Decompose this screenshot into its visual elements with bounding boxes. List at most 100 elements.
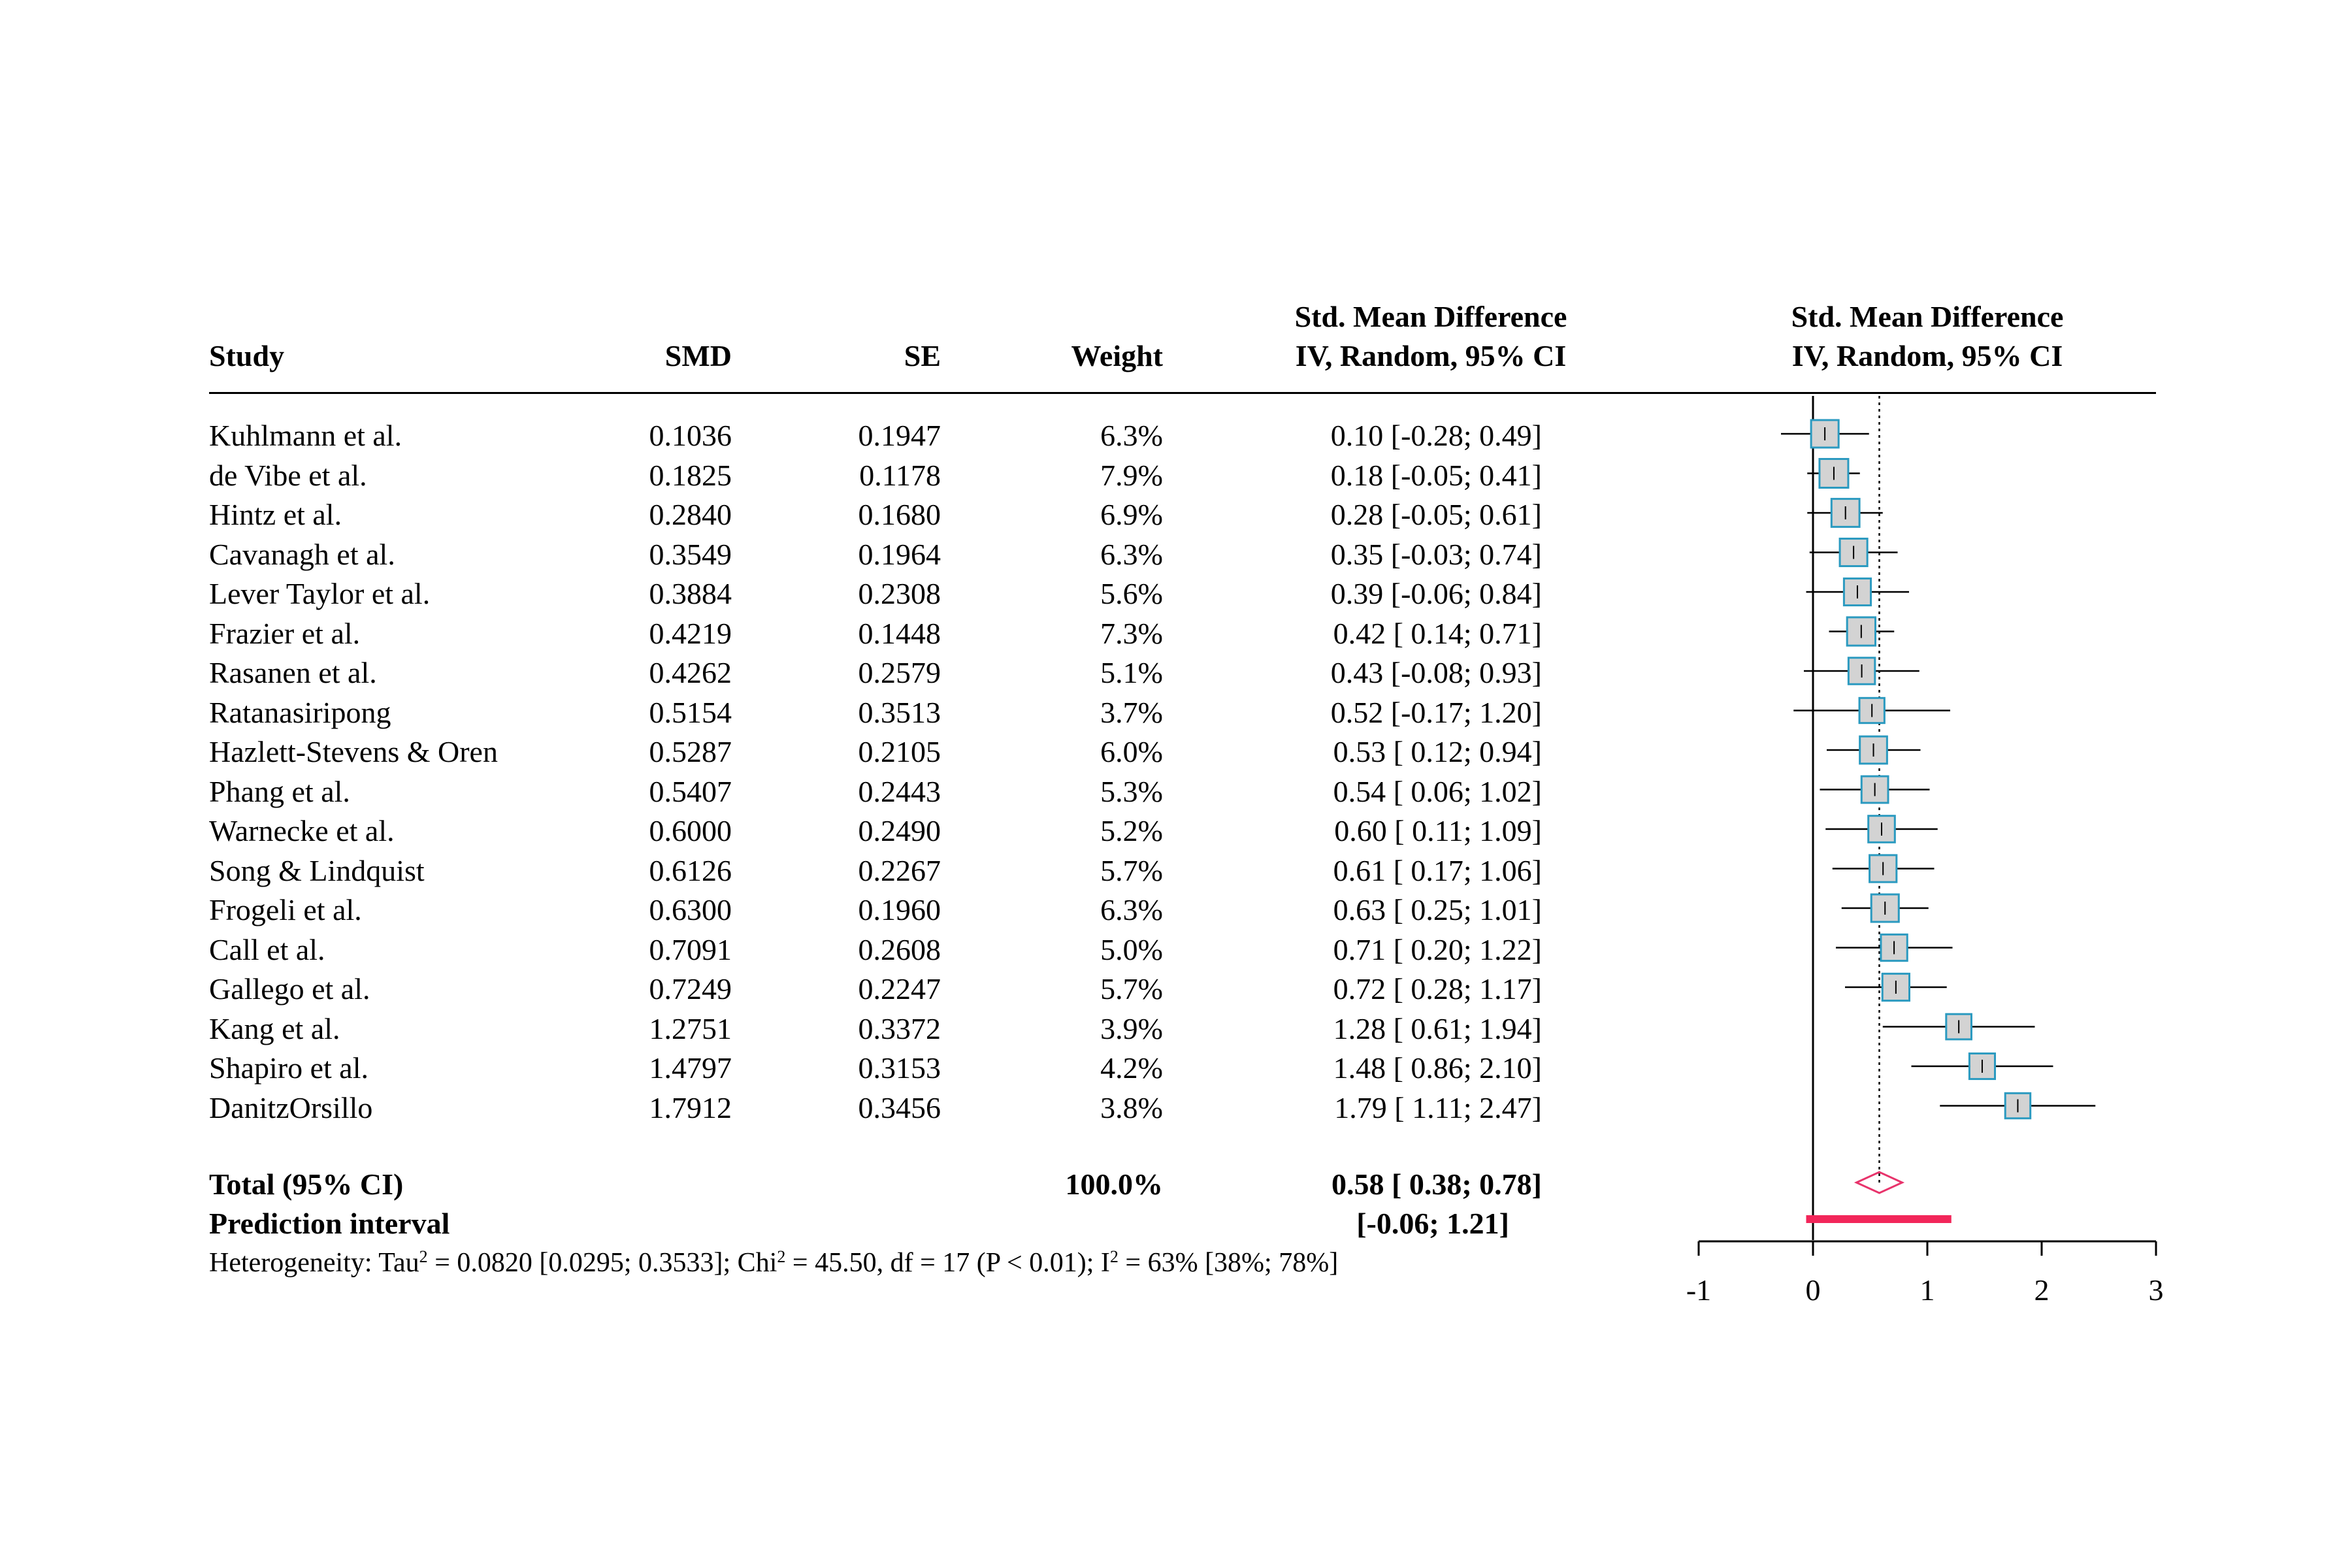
x-axis-tick-label: 3: [2149, 1273, 2164, 1307]
study-name: Kuhlmann et al.: [209, 419, 402, 452]
study-ci: 0.42 [ 0.14; 0.71]: [1333, 616, 1542, 650]
study-name: de Vibe et al.: [209, 458, 367, 492]
study-se: 0.3513: [858, 695, 941, 729]
study-smd: 0.3884: [649, 577, 732, 610]
heterogeneity-sup3: 2: [1109, 1247, 1119, 1266]
header-plot-line2: IV, Random, 95% CI: [1791, 339, 2063, 372]
pooled-diamond: [1854, 1171, 1905, 1194]
study-se: 0.1178: [859, 458, 941, 492]
study-ci: 1.28 [ 0.61; 1.94]: [1333, 1011, 1542, 1045]
study-smd: 0.1036: [649, 419, 732, 452]
study-name: Frogeli et al.: [209, 893, 362, 926]
header-ci-line2: IV, Random, 95% CI: [1295, 339, 1567, 372]
study-smd: 0.4219: [649, 616, 732, 650]
study-smd: 0.6000: [649, 814, 732, 847]
study-weight: 6.9%: [1100, 498, 1163, 531]
study-name: Song & Lindquist: [209, 853, 425, 887]
study-weight: 3.7%: [1100, 695, 1163, 729]
heterogeneity-part2: = 0.0820 [0.0295; 0.3533]; Chi: [427, 1248, 777, 1278]
study-ci: 0.72 [ 0.28; 1.17]: [1333, 972, 1542, 1005]
study-smd: 1.7912: [649, 1090, 732, 1124]
study-name: Call et al.: [209, 932, 325, 966]
header-rule: [209, 392, 2156, 394]
study-weight: 6.0%: [1100, 735, 1163, 768]
study-ci: 0.18 [-0.05; 0.41]: [1330, 458, 1542, 492]
study-ci: 0.63 [ 0.25; 1.01]: [1333, 893, 1542, 926]
header-weight: Weight: [1071, 339, 1163, 372]
prediction-ci: [-0.06; 1.21]: [1356, 1207, 1509, 1240]
study-weight: 5.7%: [1100, 972, 1163, 1005]
study-name: Hazlett-Stevens & Oren: [209, 735, 498, 768]
study-name: Cavanagh et al.: [209, 537, 395, 571]
study-name: Gallego et al.: [209, 972, 370, 1005]
study-smd: 1.2751: [649, 1011, 732, 1045]
study-se: 0.2443: [858, 774, 941, 808]
study-ci: 0.71 [ 0.20; 1.22]: [1333, 932, 1542, 966]
study-se: 0.1964: [858, 537, 941, 571]
study-smd: 0.7249: [649, 972, 732, 1005]
study-se: 0.1947: [858, 419, 941, 452]
total-label: Total (95% CI): [209, 1168, 404, 1201]
study-ci: 0.43 [-0.08; 0.93]: [1330, 656, 1542, 689]
header-se: SE: [904, 339, 941, 372]
study-ci: 0.60 [ 0.11; 1.09]: [1334, 814, 1542, 847]
study-smd: 0.5407: [649, 774, 732, 808]
header-smd: SMD: [664, 339, 732, 372]
study-weight: 6.3%: [1100, 893, 1163, 926]
study-weight: 5.0%: [1100, 932, 1163, 966]
study-ci: 0.52 [-0.17; 1.20]: [1330, 695, 1542, 729]
study-name: Kang et al.: [209, 1011, 340, 1045]
study-name: Hintz et al.: [209, 498, 342, 531]
study-ci: 0.10 [-0.28; 0.49]: [1330, 419, 1542, 452]
study-ci: 0.61 [ 0.17; 1.06]: [1333, 853, 1542, 887]
study-weight: 5.6%: [1100, 577, 1163, 610]
study-name: Rasanen et al.: [209, 656, 377, 689]
study-smd: 0.7091: [649, 932, 732, 966]
weight-box: [1880, 933, 1908, 962]
study-name: Lever Taylor et al.: [209, 577, 431, 610]
study-se: 0.3372: [858, 1011, 941, 1045]
heterogeneity-part1: Heterogeneity: Tau: [209, 1248, 419, 1278]
study-weight: 5.1%: [1100, 656, 1163, 689]
study-ci: 1.79 [ 1.11; 2.47]: [1334, 1090, 1542, 1124]
study-ci: 0.28 [-0.05; 0.61]: [1330, 498, 1542, 531]
study-se: 0.2608: [858, 932, 941, 966]
study-name: Frazier et al.: [209, 616, 361, 650]
header-plot-line1: Std. Mean Difference: [1791, 300, 2064, 333]
study-se: 0.1680: [858, 498, 941, 531]
study-ci: 1.48 [ 0.86; 2.10]: [1333, 1051, 1542, 1085]
study-weight: 6.3%: [1100, 537, 1163, 571]
study-se: 0.3153: [858, 1051, 941, 1085]
study-ci: 0.53 [ 0.12; 0.94]: [1333, 735, 1542, 768]
study-weight: 7.3%: [1100, 616, 1163, 650]
study-se: 0.2105: [858, 735, 941, 768]
heterogeneity-sup1: 2: [419, 1247, 428, 1266]
study-ci: 0.39 [-0.06; 0.84]: [1330, 577, 1542, 610]
study-weight: 6.3%: [1100, 419, 1163, 452]
heterogeneity-part4: = 63% [38%; 78%]: [1118, 1248, 1339, 1278]
study-name: Warnecke et al.: [209, 814, 395, 847]
total-ci: 0.58 [ 0.38; 0.78]: [1331, 1168, 1542, 1201]
study-smd: 0.6300: [649, 893, 732, 926]
study-se: 0.1448: [858, 616, 941, 650]
study-name: DanitzOrsillo: [209, 1090, 373, 1124]
study-se: 0.3456: [858, 1090, 941, 1124]
heterogeneity-sup2: 2: [777, 1247, 786, 1266]
x-axis-tick-label: 1: [1920, 1273, 1935, 1307]
study-smd: 1.4797: [649, 1051, 732, 1085]
study-se: 0.2490: [858, 814, 941, 847]
study-weight: 5.7%: [1100, 853, 1163, 887]
study-smd: 0.4262: [649, 656, 732, 689]
heterogeneity-text: Heterogeneity: Tau2 = 0.0820 [0.0295; 0.…: [209, 1247, 1339, 1278]
study-smd: 0.5154: [649, 695, 732, 729]
header-study: Study: [209, 339, 285, 372]
study-smd: 0.2840: [649, 498, 732, 531]
study-name: Shapiro et al.: [209, 1051, 368, 1085]
study-smd: 0.3549: [649, 537, 732, 571]
study-name: Ratanasiripong: [209, 695, 391, 729]
header-ci-line1: Std. Mean Difference: [1294, 300, 1567, 333]
heterogeneity-part3: = 45.50, df = 17 (P < 0.01); I: [785, 1248, 1110, 1278]
total-weight: 100.0%: [1065, 1168, 1164, 1201]
study-se: 0.1960: [858, 893, 941, 926]
